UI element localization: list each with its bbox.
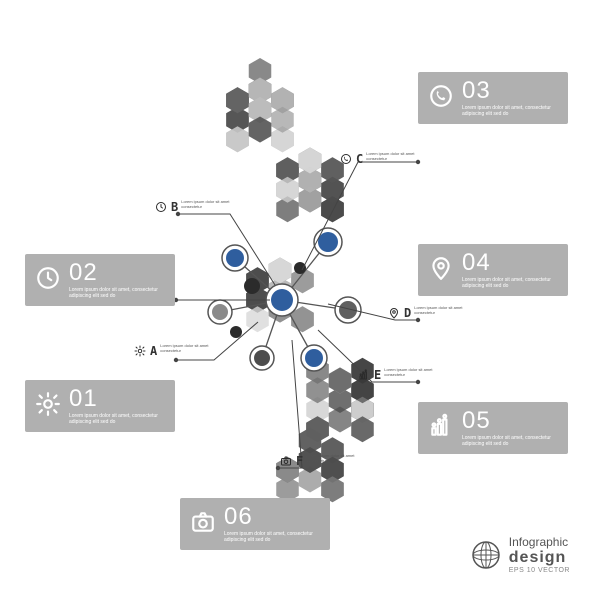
callout-bars: 05 Lorem ipsum dolor sit amet, consectet… [418,402,568,454]
mini-label-C: C Lorem ipsum dolor sit amet consectetur [340,152,426,166]
gear-icon [35,391,61,422]
globe-icon [471,540,501,570]
mini-letter: D [404,306,410,320]
mini-letter: E [374,368,380,382]
callout-gear: 01 Lorem ipsum dolor sit amet, consectet… [25,380,175,432]
callout-number: 05 [462,409,552,433]
callout-number: 06 [224,505,314,529]
callout-number: 01 [69,387,159,411]
clock-icon [155,200,167,212]
mini-lorem: Lorem ipsum dolor sit amet consectetur [181,200,241,210]
brand-line3: EPS 10 VECTOR [509,567,570,574]
mini-label-A: A Lorem ipsum dolor sit amet consectetur [134,344,220,358]
mini-label-B: B Lorem ipsum dolor sit amet consectetur [155,200,241,214]
callout-number: 03 [462,79,552,103]
callout-clock: 02 Lorem ipsum dolor sit amet, consectet… [25,254,175,306]
mini-label-E: E Lorem ipsum dolor sit amet consectetur [358,368,444,382]
mini-lorem: Lorem ipsum dolor sit amet consectetur [366,152,426,162]
callout-lorem: Lorem ipsum dolor sit amet, consectetur … [69,413,159,426]
infographic-canvas: { "type": "infographic", "background_col… [0,0,600,600]
mini-letter: C [356,152,362,166]
callout-lorem: Lorem ipsum dolor sit amet, consectetur … [462,435,552,448]
mini-lorem: Lorem ipsum dolor sit amet consectetur [306,454,366,464]
clock-icon [35,265,61,296]
callout-pin: 04 Lorem ipsum dolor sit amet, consectet… [418,244,568,296]
mini-label-D: D Lorem ipsum dolor sit amet consectetur [388,306,474,320]
callout-number: 02 [69,261,159,285]
mini-lorem: Lorem ipsum dolor sit amet consectetur [384,368,444,378]
phone-icon [340,152,352,164]
brand-footer: Infographic design EPS 10 VECTOR [471,535,570,574]
callout-lorem: Lorem ipsum dolor sit amet, consectetur … [224,531,314,544]
bars-icon [428,413,454,444]
pin-icon [428,255,454,286]
callout-lorem: Lorem ipsum dolor sit amet, consectetur … [462,105,552,118]
mini-letter: F [296,454,302,468]
camera-icon [280,454,292,466]
bars-icon [358,368,370,380]
callout-camera: 06 Lorem ipsum dolor sit amet, consectet… [180,498,330,550]
gear-icon [134,344,146,356]
camera-icon [190,509,216,540]
callout-number: 04 [462,251,552,275]
mini-label-F: F Lorem ipsum dolor sit amet consectetur [280,454,366,468]
brand-line1: Infographic [509,535,570,549]
mini-letter: A [150,344,156,358]
callout-lorem: Lorem ipsum dolor sit amet, consectetur … [462,277,552,290]
brand-line2: design [509,549,570,567]
callout-phone: 03 Lorem ipsum dolor sit amet, consectet… [418,72,568,124]
mini-lorem: Lorem ipsum dolor sit amet consectetur [160,344,220,354]
callout-lorem: Lorem ipsum dolor sit amet, consectetur … [69,287,159,300]
mini-letter: B [171,200,177,214]
pin-icon [388,306,400,318]
phone-icon [428,83,454,114]
mini-lorem: Lorem ipsum dolor sit amet consectetur [414,306,474,316]
